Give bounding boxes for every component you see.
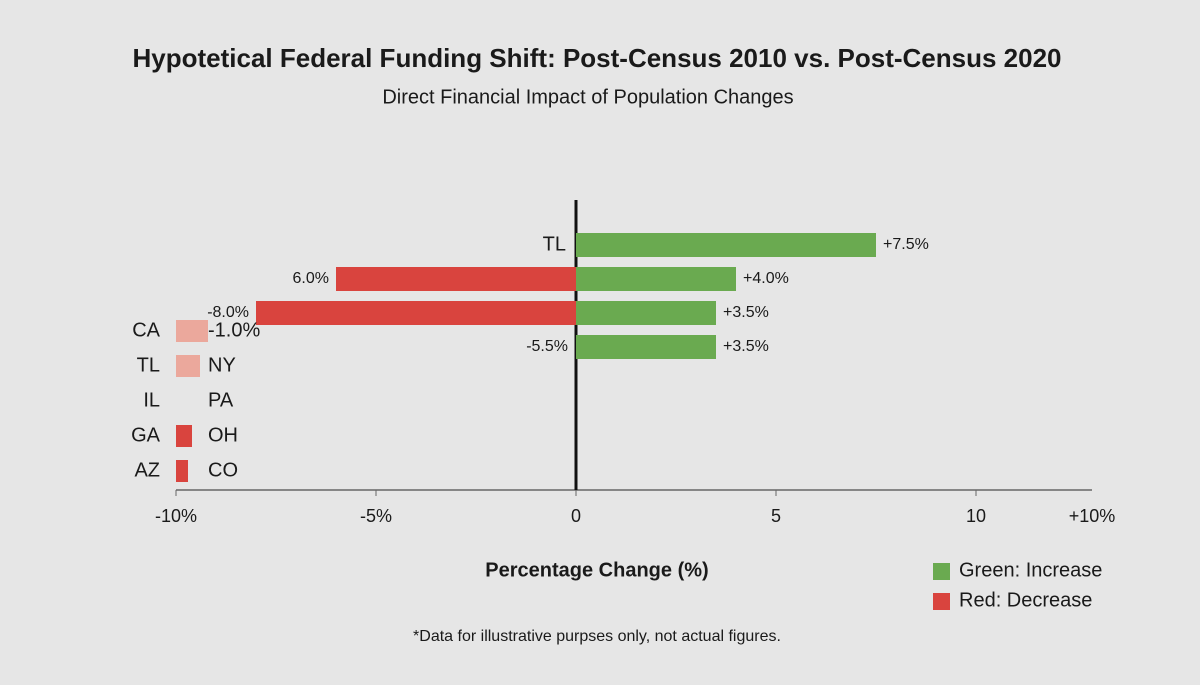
- x-axis-label: Percentage Change (%): [485, 559, 708, 581]
- inset-label: -1.0%: [208, 319, 260, 341]
- legend-label: Red: Decrease: [959, 589, 1092, 611]
- legend-swatch: [933, 563, 950, 580]
- bar: [576, 267, 736, 291]
- inset-category: GA: [131, 424, 161, 446]
- inset-category: TL: [137, 354, 160, 376]
- inset-bar: [176, 320, 208, 342]
- x-tick-label: 0: [571, 506, 581, 526]
- inset-bar: [176, 425, 192, 447]
- value-label: +3.5%: [723, 338, 769, 355]
- inset-category: AZ: [134, 459, 160, 481]
- inset-label: NY: [208, 354, 236, 376]
- inset-label: CO: [208, 459, 238, 481]
- legend-label: Green: Increase: [959, 559, 1102, 581]
- value-label: +4.0%: [743, 270, 789, 287]
- x-tick-label: -5%: [360, 506, 392, 526]
- inset-label: OH: [208, 424, 238, 446]
- inset-bar: [176, 460, 188, 482]
- value-label: +7.5%: [883, 236, 929, 253]
- bar: [576, 335, 716, 359]
- bar: [576, 233, 876, 257]
- value-label: 6.0%: [293, 270, 329, 287]
- inset-label: PA: [208, 389, 234, 411]
- annotation: -5.5%: [526, 338, 568, 355]
- inset-category: CA: [132, 319, 160, 341]
- footnote: *Data for illustrative purpses only, not…: [413, 628, 781, 645]
- legend-swatch: [933, 593, 950, 610]
- y-tick-label: TL: [543, 233, 566, 255]
- value-label: +3.5%: [723, 304, 769, 321]
- inset-bar: [176, 355, 200, 377]
- x-tick-label: 5: [771, 506, 781, 526]
- chart-title: Hypotetical Federal Funding Shift: Post-…: [132, 43, 1061, 73]
- value-label: -8.0%: [207, 304, 249, 321]
- x-end-label: +10%: [1069, 506, 1116, 526]
- inset-category: IL: [143, 389, 160, 411]
- bar: [256, 301, 576, 325]
- x-tick-label: 10: [966, 506, 986, 526]
- bar: [336, 267, 576, 291]
- x-tick-label: -10%: [155, 506, 197, 526]
- bar: [576, 301, 716, 325]
- chart-subtitle: Direct Financial Impact of Population Ch…: [382, 86, 793, 108]
